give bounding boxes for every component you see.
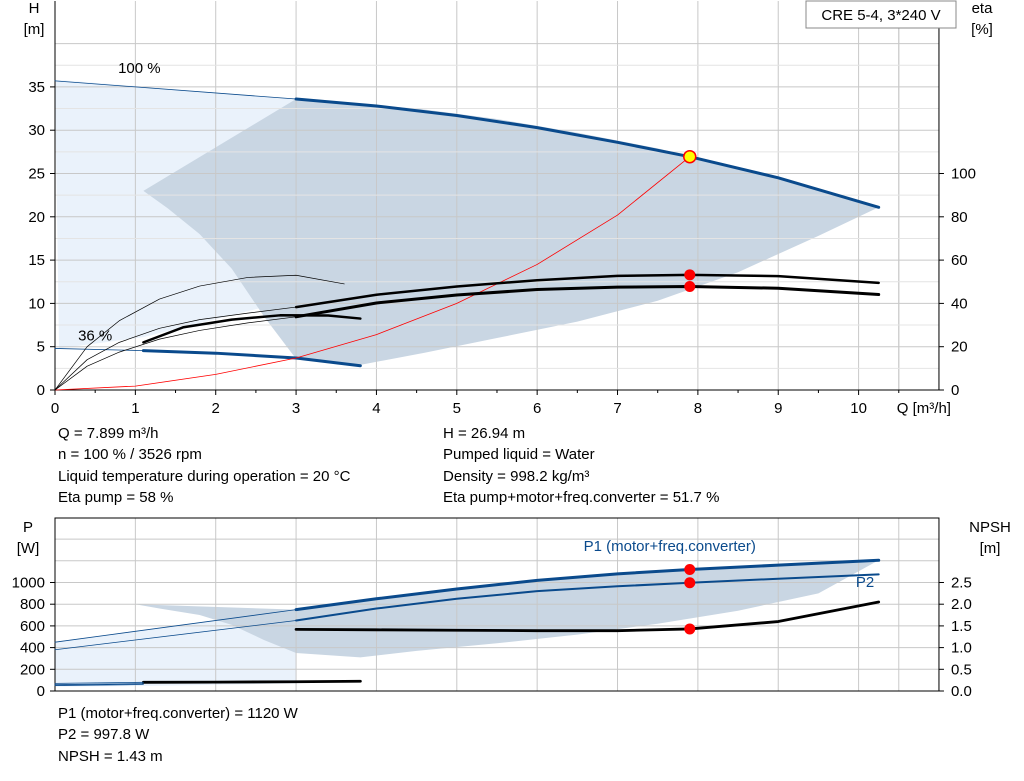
series-extension — [54, 683, 144, 686]
q-tick-label: 5 — [453, 400, 461, 417]
readout-left-column: Q = 7.899 m³/h n = 100 % / 3526 rpm Liqu… — [58, 423, 350, 509]
speed-annotation: 36 % — [78, 328, 112, 345]
q-tick-label: 9 — [774, 400, 782, 417]
series-eta-total — [294, 285, 881, 319]
h-tick-label: 5 — [37, 339, 45, 356]
npsh-tick-label: 2.5 — [951, 575, 972, 592]
head-efficiency-chart: 0 1 2 3 4 5 6 7 8 9 10 Q [m³/h]05101520253035H[m]02… — [24, 0, 994, 417]
p-tick-label: 400 — [20, 640, 45, 657]
readout-right-column: H = 26.94 m Pumped liquid = Water Densit… — [443, 423, 719, 509]
light-power-area — [55, 609, 297, 687]
series-p1 — [294, 558, 881, 612]
readout-power-column: P1 (motor+freq.converter) = 1120 W P2 = … — [58, 703, 298, 767]
power-npsh-chart: 0 200 400 600 800 1000 P [W] 0.0 0.5 1.0 1.5 2.0 2.5 N… — [12, 517, 1011, 700]
p-axis-unit: [W] — [17, 540, 40, 557]
h-tick-label: 0 — [37, 382, 45, 399]
operating-point — [684, 281, 696, 293]
q-axis-title: Q [m³/h] — [897, 400, 951, 417]
h-tick-label: 15 — [28, 252, 45, 269]
series-eta-extension — [54, 274, 345, 391]
eta-tick-label: 100 — [951, 166, 976, 183]
series-head-extension — [54, 348, 144, 351]
series-extension — [54, 609, 297, 643]
h-tick-label: 20 — [28, 209, 45, 226]
p1-readout: P1 (motor+freq.converter) = 1120 W — [58, 705, 298, 722]
p-tick-label: 800 — [20, 596, 45, 613]
p-tick-label: 600 — [20, 618, 45, 635]
series-head — [141, 349, 362, 368]
series-eta-extension — [54, 306, 297, 391]
series-head-extension — [54, 80, 297, 100]
eta-tick-label: 0 — [951, 382, 959, 399]
series-eta-pump-reduced — [142, 314, 362, 344]
series-label: P2 — [856, 574, 874, 591]
eta-tick-label: 20 — [951, 339, 968, 356]
p-tick-label: 0 — [37, 683, 45, 700]
speed-annotation: 100 % — [118, 60, 161, 77]
q-tick-label: 2 — [212, 400, 220, 417]
series-system — [54, 156, 691, 391]
h-tick-label: 30 — [28, 122, 45, 139]
q-tick-label: 0 — [51, 400, 59, 417]
q-tick-label: 3 — [292, 400, 300, 417]
p-tick-label: 200 — [20, 661, 45, 678]
series-eta-pump — [294, 273, 880, 309]
q-tick-label: 4 — [372, 400, 380, 417]
eta-total-readout: Eta pump+motor+freq.converter = 51.7 % — [443, 489, 720, 507]
p2-readout: P2 = 997.8 W — [58, 726, 150, 744]
series-p2 — [295, 573, 880, 622]
eta-pump-readout: Eta pump = 58 % — [58, 489, 174, 507]
h-axis-title: H — [29, 0, 40, 17]
liquid-temperature-readout: Liquid temperature during operation = 20… — [58, 467, 351, 485]
series-npsh — [294, 600, 881, 633]
npsh-tick-label: 0.5 — [951, 661, 972, 678]
h-tick-label: 25 — [28, 166, 45, 183]
series-eta-extension — [54, 316, 297, 391]
npsh-tick-label: 1.0 — [951, 640, 972, 657]
npsh-axis-title: NPSH — [969, 519, 1011, 536]
density-readout: Density = 998.2 kg/m³ — [443, 467, 590, 485]
h-tick-label: 10 — [28, 295, 45, 312]
chart-title: CRE 5-4, 3*240 V — [821, 7, 940, 24]
pumped-liquid-readout: Pumped liquid = Water — [443, 446, 595, 464]
series-label: P1 (motor+freq.converter) — [584, 538, 756, 555]
eta-tick-label: 40 — [951, 295, 968, 312]
duty-point — [683, 149, 697, 164]
npsh-readout: NPSH = 1.43 m — [58, 747, 163, 765]
series-head — [294, 97, 881, 209]
series-p1-reduced — [142, 679, 362, 684]
npsh-tick-label: 0.0 — [951, 683, 972, 700]
eta-axis-unit: [%] — [971, 21, 993, 38]
series-extension — [54, 684, 144, 686]
dark-operating-area — [143, 99, 879, 365]
operating-point — [684, 563, 696, 575]
eta-tick-label: 60 — [951, 252, 968, 269]
series-extension — [54, 620, 297, 651]
q-tick-label: 6 — [533, 400, 541, 417]
title-box — [805, 0, 957, 29]
h-axis-unit: [m] — [24, 21, 45, 38]
q-tick-label: 10 — [850, 400, 867, 417]
npsh-tick-label: 1.5 — [951, 618, 972, 635]
operating-point — [684, 623, 696, 635]
series-extension — [54, 681, 144, 684]
q-tick-label: 1 — [131, 400, 139, 417]
p-tick-label: 1000 — [12, 575, 45, 592]
h-tick-label: 35 — [28, 79, 45, 96]
eta-axis-title: eta — [972, 0, 994, 17]
head-readout: H = 26.94 m — [443, 425, 526, 442]
speed-readout: n = 100 % / 3526 rpm — [58, 446, 202, 464]
p-axis-title: P — [23, 519, 33, 536]
eta-tick-label: 80 — [951, 209, 968, 226]
q-tick-label: 8 — [694, 400, 702, 417]
operating-point — [684, 577, 696, 589]
operating-point — [684, 269, 696, 281]
npsh-tick-label: 2.0 — [951, 596, 972, 613]
flow-readout: Q = 7.899 m³/h — [58, 425, 159, 442]
npsh-axis-unit: [m] — [980, 540, 1001, 557]
q-tick-label: 7 — [613, 400, 621, 417]
